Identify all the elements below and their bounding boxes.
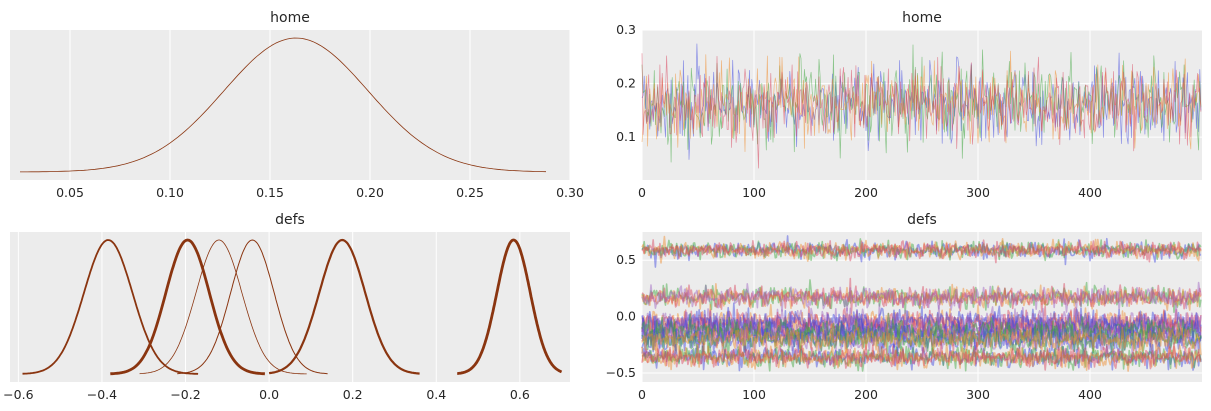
plot-area: [10, 232, 570, 382]
kde-curve: [268, 238, 420, 375]
chain-trace: [641, 311, 1202, 348]
panel-defs-trace: defs 0 100 200 300 400 0.5 0.0 −0.5: [606, 212, 1202, 402]
y-tick-label: 0.3: [616, 22, 636, 37]
x-tick-label: 0.0: [259, 387, 279, 402]
trace-lines: [641, 43, 1202, 169]
chain-trace: [641, 282, 1202, 312]
chain-trace: [641, 319, 1202, 360]
panel-home-kde: home 0.05 0.10 0.15 0.20 0.25 0.30: [10, 10, 584, 200]
kde-curve: [456, 238, 563, 375]
panel-home-trace: home 0 100 200 300 400 0.1 0.2 0.3: [616, 10, 1202, 200]
x-tick-label: 0: [638, 387, 646, 402]
x-tick-label: 200: [854, 185, 878, 200]
chain-trace: [641, 341, 1202, 371]
y-tick-label: −0.5: [606, 365, 636, 380]
x-ticks: 0 100 200 300 400: [638, 387, 1102, 402]
y-tick-label: 0.0: [616, 309, 636, 324]
plot-area: [10, 30, 570, 180]
chain-trace: [641, 312, 1202, 350]
x-tick-label: 400: [1078, 185, 1102, 200]
chain-trace: [641, 277, 1202, 314]
chain-trace: [641, 312, 1202, 348]
y-ticks: 0.5 0.0 −0.5: [606, 252, 636, 380]
x-tick-label: 0.20: [356, 185, 384, 200]
chain-trace: [641, 341, 1202, 372]
chain-trace: [641, 302, 1202, 343]
chain-trace: [641, 303, 1202, 338]
panel-title: home: [902, 10, 942, 26]
x-tick-label: 0.05: [56, 185, 84, 200]
kde-curve: [177, 239, 328, 375]
x-tick-label: 100: [742, 387, 766, 402]
chain-trace: [641, 321, 1202, 362]
x-tick-label: 400: [1078, 387, 1102, 402]
chain-trace: [641, 320, 1202, 360]
kde-curves: [20, 37, 547, 173]
chain-trace: [641, 239, 1202, 264]
kde-curves: [22, 238, 563, 376]
x-tick-label: 0: [638, 185, 646, 200]
x-tick-label: 0.6: [510, 387, 530, 402]
x-tick-label: 100: [742, 185, 766, 200]
x-tick-label: −0.6: [3, 387, 33, 402]
chain-trace: [641, 342, 1202, 372]
y-tick-label: 0.5: [616, 252, 636, 267]
panel-title: home: [270, 10, 310, 26]
y-tick-label: 0.2: [616, 76, 636, 91]
x-ticks: 0.05 0.10 0.15 0.20 0.25 0.30: [56, 185, 584, 200]
x-tick-label: −0.4: [87, 387, 117, 402]
chain-trace: [641, 305, 1202, 343]
grid: [69, 30, 571, 180]
x-tick-label: 300: [966, 185, 990, 200]
x-tick-label: 0.10: [156, 185, 184, 200]
chain-trace: [641, 341, 1202, 372]
x-tick-label: 200: [854, 387, 878, 402]
y-ticks: 0.1 0.2 0.3: [616, 22, 636, 144]
chain-trace: [641, 53, 1202, 169]
x-tick-label: 0.2: [343, 387, 363, 402]
x-tick-label: −0.2: [170, 387, 200, 402]
kde-curve: [110, 238, 266, 376]
y-tick-label: 0.1: [616, 129, 636, 144]
x-ticks: 0 100 200 300 400: [638, 185, 1102, 200]
kde-curve: [139, 239, 307, 375]
chain-trace: [641, 279, 1202, 314]
chain-trace: [641, 318, 1202, 359]
grid: [17, 232, 521, 382]
x-tick-label: 0.4: [426, 387, 446, 402]
trace-lines: [641, 235, 1202, 372]
chain-trace: [641, 238, 1202, 262]
x-tick-label: 0.15: [256, 185, 284, 200]
chain-trace: [641, 235, 1202, 268]
chain-trace: [641, 311, 1202, 354]
kde-curve: [20, 37, 547, 173]
x-tick-label: 0.30: [556, 185, 584, 200]
chain-trace: [641, 302, 1202, 343]
x-tick-label: 0.25: [456, 185, 484, 200]
x-ticks: −0.6 −0.4 −0.2 0.0 0.2 0.4 0.6: [3, 387, 530, 402]
chain-trace: [641, 235, 1202, 264]
panel-title: defs: [907, 212, 937, 228]
kde-curve: [22, 239, 199, 375]
panel-title: defs: [275, 212, 305, 228]
panel-defs-kde: defs −0.6 −0.4 −0.2 0.0 0.2 0.4 0.6: [3, 212, 570, 402]
x-tick-label: 300: [966, 387, 990, 402]
chain-trace: [641, 281, 1202, 313]
grid: [641, 232, 1202, 382]
plot-area: [642, 232, 1202, 382]
